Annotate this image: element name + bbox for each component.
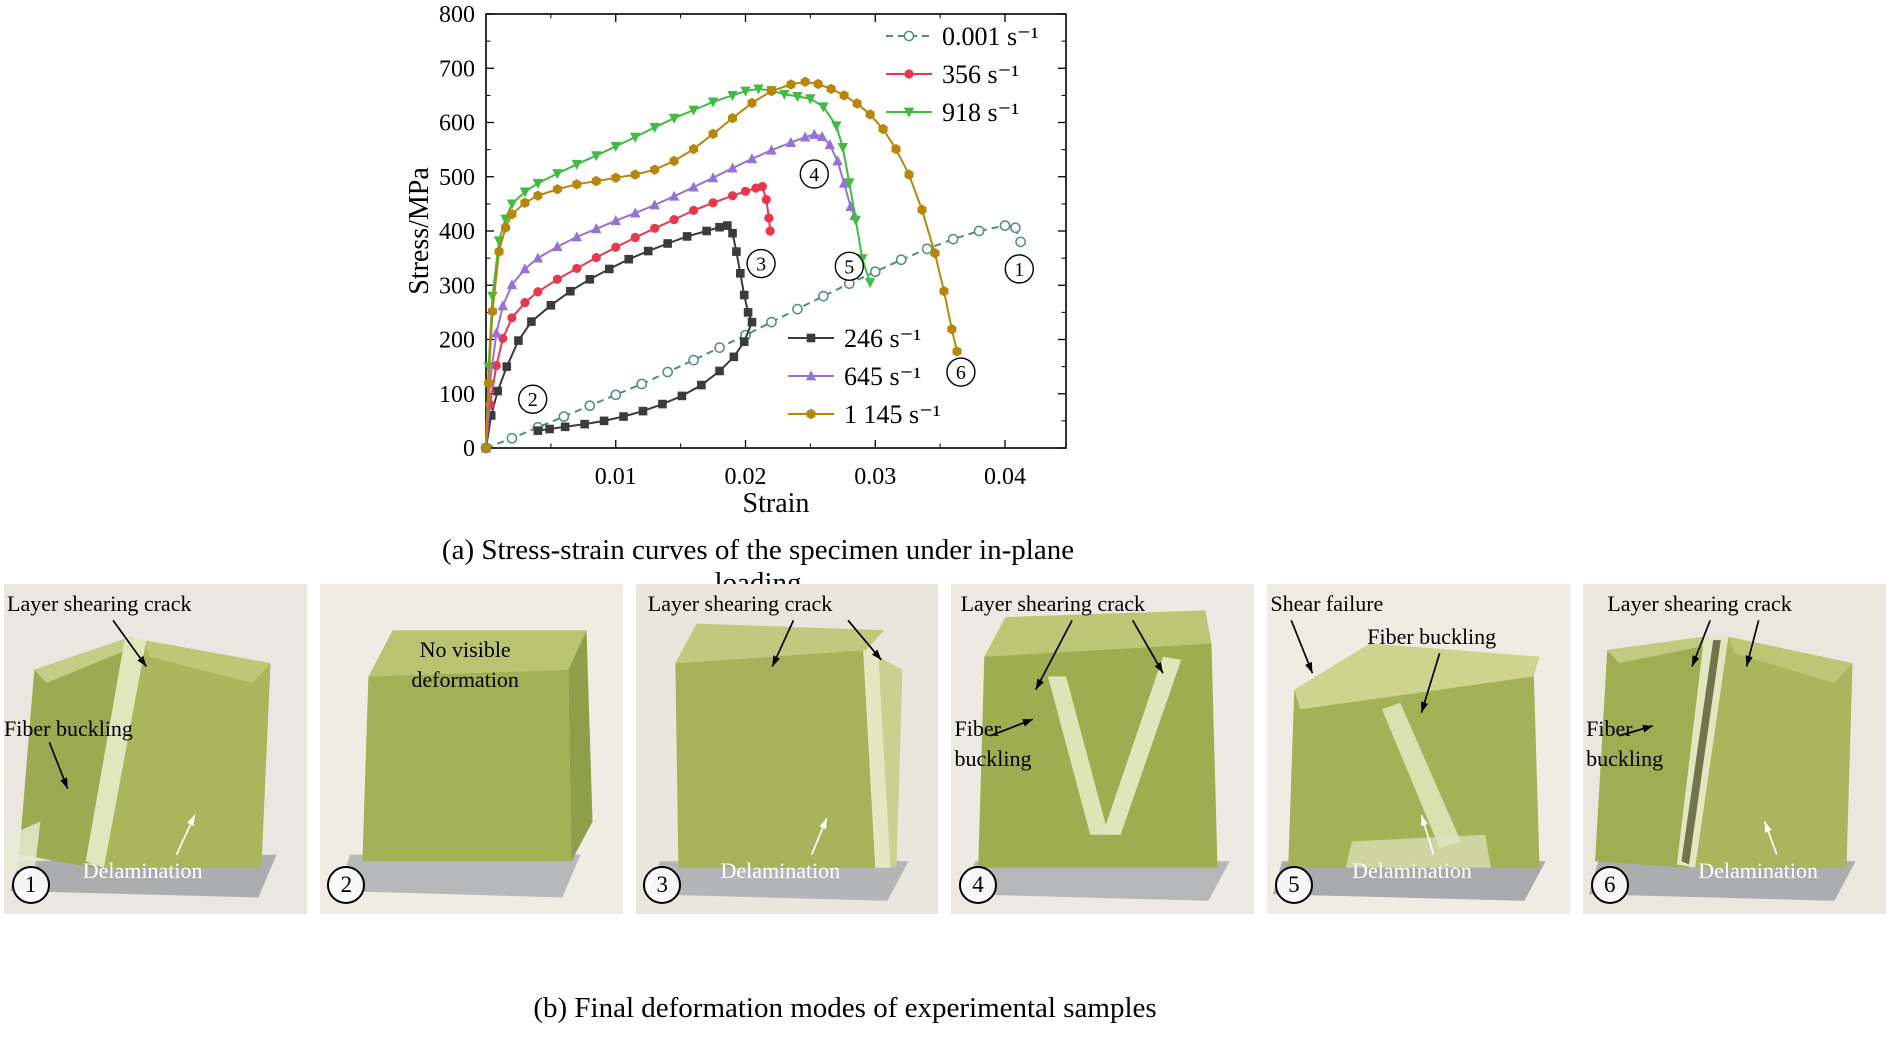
x-tick-label: 0.01 xyxy=(595,464,637,490)
sample-cube-graphic xyxy=(1589,619,1856,901)
x-tick-label: 0.04 xyxy=(984,464,1026,490)
annotation-arrowhead xyxy=(1305,661,1313,674)
x-tick-label: 0.02 xyxy=(725,464,767,490)
sample-photo-2: No visible deformation 2 xyxy=(319,584,623,914)
sample-photos-row: Layer shearing crack Fiber buckling Delami… xyxy=(4,584,1886,914)
chart-annotation-number: 5 xyxy=(844,256,854,278)
stress-strain-chart: 0 100 200 300 400 500 600 700 800 0.01 0.02 0.03 0.0… xyxy=(408,2,1067,519)
x-tick-label: 0.03 xyxy=(854,464,896,490)
chart-annotation-number: 3 xyxy=(756,254,766,276)
legend-entry-5: 1 145 s⁻¹ xyxy=(844,400,941,429)
sample-cube-graphic xyxy=(963,610,1231,901)
chart-annotation-circle-5 xyxy=(834,251,865,281)
sample-photo-4: Layer shearing crack Fiber buckling 4 xyxy=(951,584,1255,914)
photo-annotation-label: Delamination xyxy=(82,857,203,883)
annotation-arrowhead xyxy=(1692,655,1700,667)
annotation-arrowhead xyxy=(60,777,68,789)
photo-annotation-label: Delamination xyxy=(1352,857,1472,883)
sample-cube-graphic xyxy=(337,630,593,898)
sample-photo-1: Layer shearing crack Fiber buckling Delami… xyxy=(4,584,307,914)
y-tick-label: 100 xyxy=(439,382,475,408)
sample-cube-graphic xyxy=(647,619,909,901)
series-line-1 xyxy=(485,224,754,449)
annotation-arrowhead xyxy=(1155,662,1164,674)
photo-annotation-label: Fiber buckling xyxy=(4,716,133,741)
y-tick-label: 200 xyxy=(439,328,475,354)
chart-annotation-circle-6 xyxy=(946,357,976,387)
sample-photo-6: Layer shearing crack Fiber buckling Delamin… xyxy=(1583,584,1886,914)
photo-annotation-label: Layer shearing crack xyxy=(647,590,833,616)
photo-annotation-label: Layer shearing crack xyxy=(960,590,1146,616)
annotation-arrowhead xyxy=(137,655,147,667)
annotation-arrowhead xyxy=(1022,719,1034,727)
annotation-arrowhead xyxy=(1764,821,1772,833)
photo-annotation-label: Fiber xyxy=(954,716,1001,741)
sample-number-badge: 5 xyxy=(1274,866,1313,905)
annotation-arrowhead xyxy=(1421,815,1429,827)
chart-annotation-circle-3 xyxy=(746,248,776,279)
sample-number-badge: 1 xyxy=(11,866,50,905)
photo-annotation-label: buckling xyxy=(954,745,1032,771)
annotation-arrow xyxy=(1035,619,1074,691)
y-tick-label: 500 xyxy=(439,165,475,191)
photo-annotation-label: Shear failure xyxy=(1270,590,1384,616)
photo-annotation-label: Delamination xyxy=(1698,857,1818,883)
legend-entry-1: 246 s⁻¹ xyxy=(844,324,921,353)
plot-frame xyxy=(485,13,1067,449)
annotation-arrowhead xyxy=(1642,724,1653,733)
annotation-arrowhead xyxy=(819,818,827,830)
sample-number-badge: 2 xyxy=(327,866,366,905)
photo-annotation-label: buckling xyxy=(1586,745,1664,771)
caption-b: (b) Final deformation modes of experimen… xyxy=(533,992,1157,1024)
chart-block: 0 100 200 300 400 500 600 700 800 0.01 0.02 0.03 0.0… xyxy=(408,0,1108,520)
chart-annotation-number: 4 xyxy=(809,164,819,186)
annotation-arrowhead xyxy=(1421,701,1429,713)
photo-annotation-label: Fiber buckling xyxy=(1367,623,1497,649)
annotation-arrowhead xyxy=(1036,678,1045,690)
y-tick-label: 300 xyxy=(439,273,475,299)
sample-number-badge: 4 xyxy=(959,866,998,905)
sample-cube-graphic xyxy=(1273,619,1546,901)
legend-entry-2: 356 s⁻¹ xyxy=(942,60,1019,89)
y-tick-label: 600 xyxy=(439,111,475,137)
photo-annotation-label: Fiber xyxy=(1586,716,1633,741)
y-axis-title: Stress/MPa xyxy=(408,167,435,295)
y-tick-label: 400 xyxy=(439,219,475,245)
series-line-5 xyxy=(485,80,958,449)
sample-cube-graphic xyxy=(4,619,277,898)
x-axis-title: Strain xyxy=(743,488,810,519)
annotation-arrowhead xyxy=(771,655,780,667)
annotation-arrowhead xyxy=(187,815,195,827)
y-tick-label: 0 xyxy=(463,436,475,462)
photo-annotation-label: Delamination xyxy=(720,857,841,883)
annotation-arrowhead xyxy=(871,649,881,660)
sample-photo-5: Shear failure Fiber buckling Delamination 5 xyxy=(1267,584,1571,914)
annotation-arrowhead xyxy=(1745,655,1753,667)
sample-number-badge: 6 xyxy=(1590,866,1629,905)
sample-photo-3: Layer shearing crack Delamination 3 xyxy=(635,584,939,914)
photo-annotation-label: Layer shearing crack xyxy=(7,590,192,616)
chart-annotation-number: 1 xyxy=(1014,259,1024,281)
chart-annotation-circle-2 xyxy=(518,384,548,414)
y-tick-label: 800 xyxy=(439,2,475,28)
legend-entry-3: 645 s⁻¹ xyxy=(844,362,921,391)
photo-annotation-label: Layer shearing crack xyxy=(1607,590,1792,616)
legend-entry-0: 0.001 s⁻¹ xyxy=(942,22,1039,51)
y-tick-label: 700 xyxy=(439,56,475,82)
chart-annotation-circle-4 xyxy=(799,159,829,189)
sample-number-badge: 3 xyxy=(643,866,682,905)
chart-annotation-number: 6 xyxy=(956,362,966,384)
chart-annotation-circle-1 xyxy=(1004,254,1034,284)
photo-annotation-label: No visible xyxy=(419,636,511,662)
photo-annotation-label: deformation xyxy=(411,666,519,692)
chart-annotation-number: 2 xyxy=(528,389,538,411)
legend-entry-4: 918 s⁻¹ xyxy=(942,98,1019,127)
